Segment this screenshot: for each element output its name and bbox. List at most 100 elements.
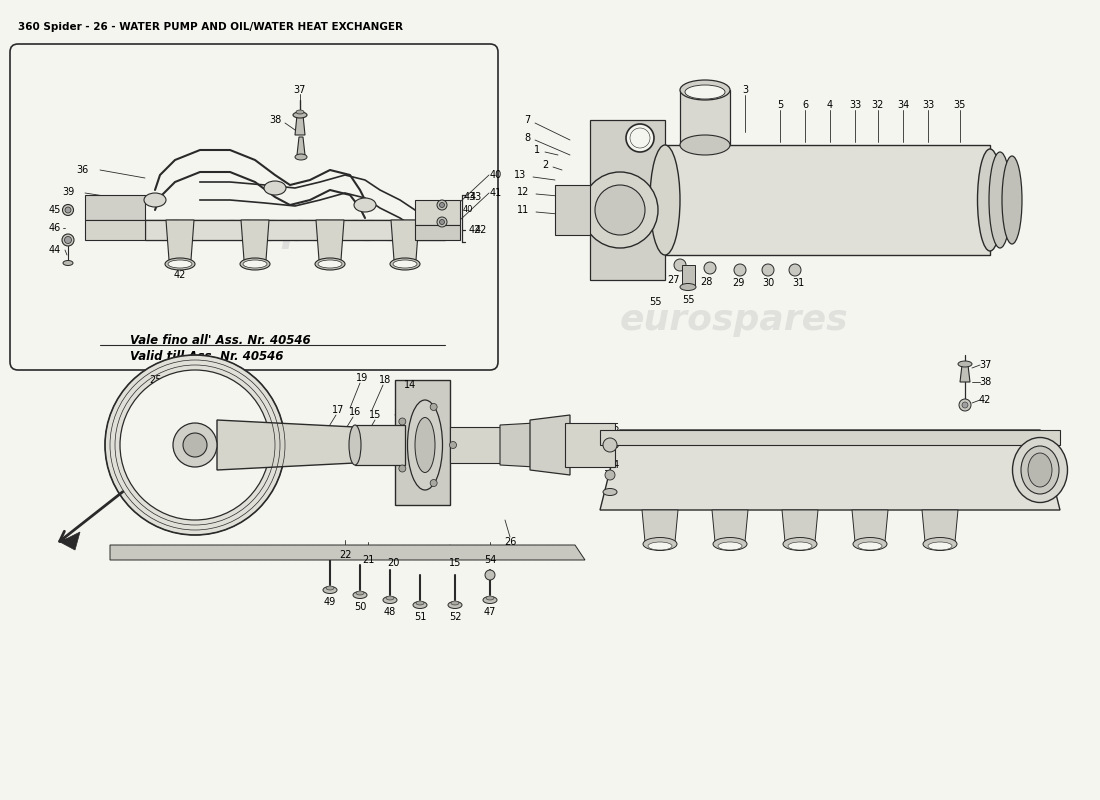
Ellipse shape bbox=[680, 283, 696, 290]
Ellipse shape bbox=[386, 596, 394, 600]
FancyBboxPatch shape bbox=[10, 44, 498, 370]
Text: 6: 6 bbox=[802, 100, 808, 110]
Circle shape bbox=[437, 200, 447, 210]
Text: 18: 18 bbox=[378, 375, 392, 385]
Ellipse shape bbox=[680, 135, 730, 155]
Ellipse shape bbox=[295, 154, 307, 160]
Polygon shape bbox=[85, 220, 145, 240]
Circle shape bbox=[630, 128, 650, 148]
Polygon shape bbox=[682, 265, 695, 285]
Polygon shape bbox=[217, 420, 355, 470]
Text: 15: 15 bbox=[449, 558, 461, 568]
Circle shape bbox=[582, 172, 658, 248]
Text: 43: 43 bbox=[470, 192, 482, 202]
Ellipse shape bbox=[393, 260, 417, 268]
Text: 21: 21 bbox=[362, 555, 374, 565]
Text: 33: 33 bbox=[922, 100, 934, 110]
Text: 33: 33 bbox=[849, 100, 861, 110]
Text: 13: 13 bbox=[514, 170, 526, 180]
Text: 17: 17 bbox=[332, 405, 344, 415]
Circle shape bbox=[959, 399, 971, 411]
Ellipse shape bbox=[650, 145, 680, 255]
Ellipse shape bbox=[923, 538, 957, 550]
Ellipse shape bbox=[680, 80, 730, 100]
Text: 8: 8 bbox=[524, 133, 530, 143]
Text: 37: 37 bbox=[294, 85, 306, 95]
Ellipse shape bbox=[1021, 446, 1059, 494]
Text: 42: 42 bbox=[174, 270, 186, 280]
Circle shape bbox=[595, 185, 645, 235]
Text: eurospares: eurospares bbox=[160, 211, 406, 249]
Polygon shape bbox=[166, 220, 194, 260]
Ellipse shape bbox=[718, 542, 743, 550]
Text: eurospares: eurospares bbox=[620, 303, 848, 337]
Ellipse shape bbox=[451, 601, 459, 605]
Text: 51: 51 bbox=[414, 612, 426, 622]
Text: 14: 14 bbox=[404, 380, 416, 390]
Polygon shape bbox=[297, 137, 305, 155]
Text: 22: 22 bbox=[339, 550, 351, 560]
Circle shape bbox=[440, 219, 444, 225]
Ellipse shape bbox=[296, 110, 304, 114]
Ellipse shape bbox=[1002, 156, 1022, 244]
Text: 37: 37 bbox=[979, 360, 991, 370]
Ellipse shape bbox=[240, 258, 270, 270]
Text: 44: 44 bbox=[608, 460, 620, 470]
Text: 54: 54 bbox=[484, 555, 496, 565]
Ellipse shape bbox=[928, 542, 952, 550]
Circle shape bbox=[104, 355, 285, 535]
Circle shape bbox=[437, 217, 447, 227]
Text: 41: 41 bbox=[490, 188, 503, 198]
Text: 3: 3 bbox=[741, 85, 748, 95]
Text: 45: 45 bbox=[48, 205, 62, 215]
Circle shape bbox=[762, 264, 774, 276]
Ellipse shape bbox=[293, 112, 307, 118]
Polygon shape bbox=[960, 365, 970, 382]
Polygon shape bbox=[145, 220, 446, 240]
Circle shape bbox=[430, 403, 437, 410]
Polygon shape bbox=[355, 425, 405, 465]
Text: Valid till Ass. Nr. 40546: Valid till Ass. Nr. 40546 bbox=[130, 350, 284, 362]
Text: 31: 31 bbox=[792, 278, 804, 288]
Text: 53: 53 bbox=[189, 385, 201, 395]
Text: 25: 25 bbox=[148, 375, 162, 385]
Text: 7: 7 bbox=[524, 115, 530, 125]
Text: 38: 38 bbox=[268, 115, 282, 125]
Ellipse shape bbox=[858, 542, 882, 550]
Text: 1: 1 bbox=[534, 145, 540, 155]
Text: 36: 36 bbox=[76, 165, 88, 175]
Text: 34: 34 bbox=[896, 100, 909, 110]
Text: 45: 45 bbox=[608, 423, 620, 433]
Circle shape bbox=[734, 264, 746, 276]
Text: 16: 16 bbox=[349, 407, 361, 417]
Ellipse shape bbox=[958, 361, 972, 367]
Text: 23: 23 bbox=[168, 415, 182, 425]
Ellipse shape bbox=[648, 542, 672, 550]
Text: 55: 55 bbox=[682, 295, 694, 305]
Ellipse shape bbox=[243, 260, 267, 268]
Circle shape bbox=[430, 479, 437, 486]
Circle shape bbox=[789, 264, 801, 276]
Ellipse shape bbox=[644, 538, 676, 550]
Text: 10: 10 bbox=[717, 85, 729, 95]
Circle shape bbox=[63, 205, 74, 215]
Ellipse shape bbox=[783, 538, 817, 550]
Polygon shape bbox=[590, 120, 666, 280]
Text: 48: 48 bbox=[384, 607, 396, 617]
Circle shape bbox=[962, 402, 968, 408]
Circle shape bbox=[183, 433, 207, 457]
Text: 38: 38 bbox=[979, 377, 991, 387]
Polygon shape bbox=[666, 145, 990, 255]
Text: 19: 19 bbox=[356, 373, 369, 383]
Circle shape bbox=[120, 370, 270, 520]
Text: 52: 52 bbox=[449, 612, 461, 622]
Text: 55: 55 bbox=[649, 297, 661, 307]
Ellipse shape bbox=[978, 149, 1002, 251]
Circle shape bbox=[440, 202, 444, 207]
Polygon shape bbox=[852, 510, 888, 542]
Polygon shape bbox=[241, 220, 270, 260]
Polygon shape bbox=[390, 220, 419, 260]
Text: 35: 35 bbox=[954, 100, 966, 110]
Polygon shape bbox=[316, 220, 344, 260]
Text: 24: 24 bbox=[158, 395, 172, 405]
